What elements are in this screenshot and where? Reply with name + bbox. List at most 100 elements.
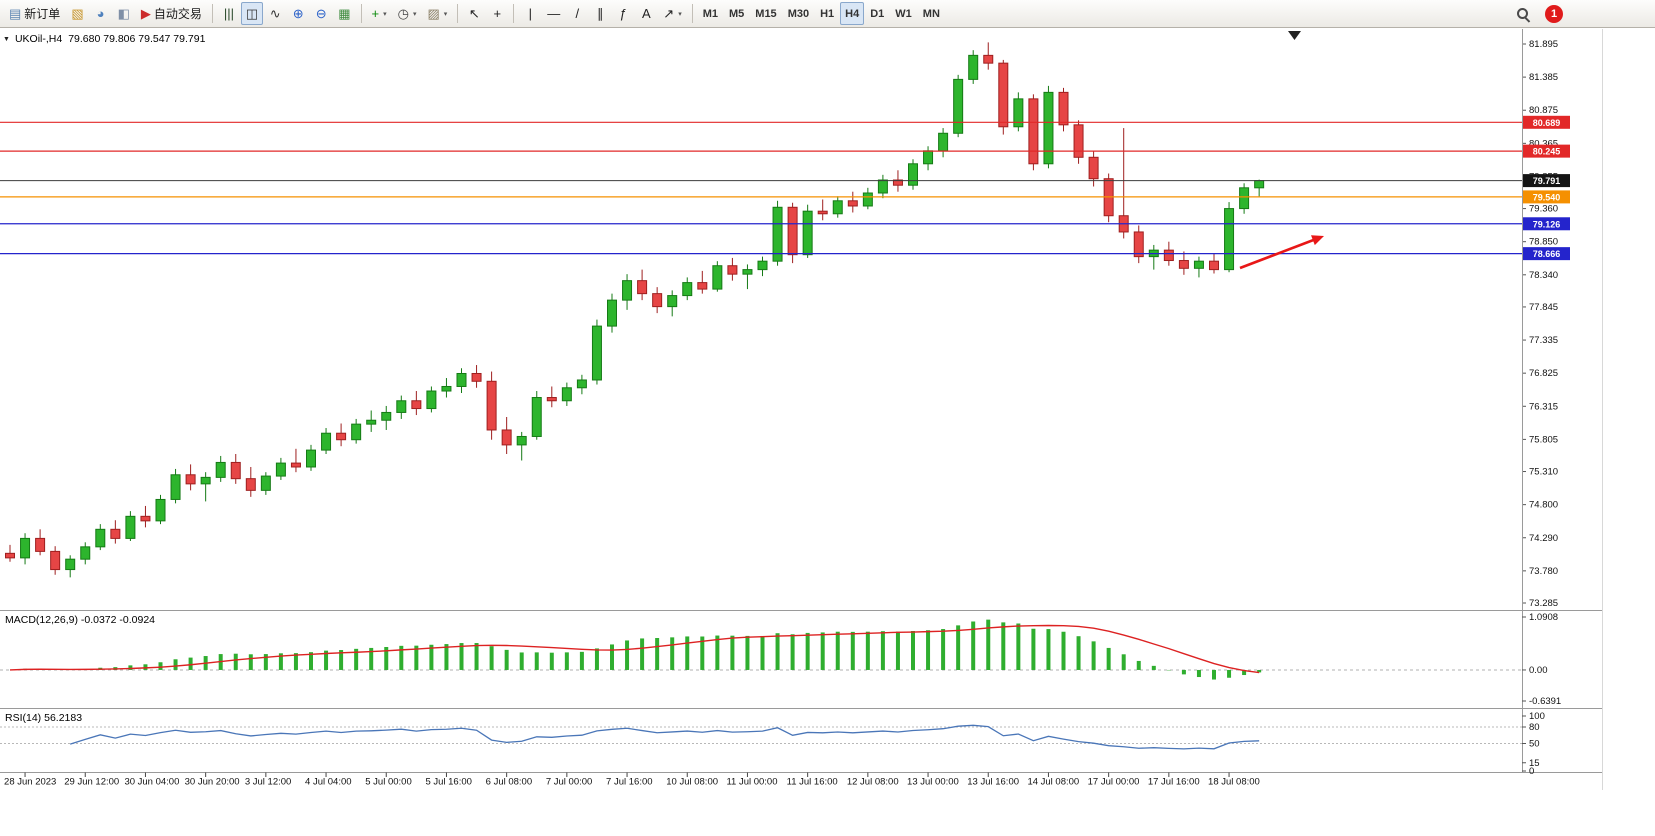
tile-windows-button[interactable]: ▦ — [333, 2, 355, 25]
time-label: 30 Jun 04:00 — [124, 777, 179, 788]
notifications-badge[interactable]: 1 — [1545, 4, 1563, 23]
search-button[interactable] — [1511, 2, 1535, 25]
candle — [832, 196, 843, 218]
candle — [652, 287, 663, 314]
rsi-name-label: RSI(14) — [5, 712, 42, 724]
candle — [546, 386, 557, 408]
market-watch-button[interactable]: ◕ — [90, 2, 112, 25]
candle — [95, 524, 106, 551]
toolbar-separator — [360, 4, 362, 23]
rsi-panel — [0, 724, 1522, 750]
price-label: 78.666 — [1523, 247, 1570, 261]
candle — [1058, 87, 1069, 132]
toolbar-separator — [691, 4, 693, 23]
time-label: 11 Jul 16:00 — [787, 777, 838, 788]
periods-button[interactable]: ◷ ▾ — [393, 2, 422, 25]
tf-h4-button[interactable]: H4 — [840, 2, 865, 25]
svg-text:79.791: 79.791 — [1533, 176, 1561, 186]
macd-values-label: -0.0372 -0.0924 — [80, 614, 156, 626]
market-watch-icon: ◕ — [96, 6, 105, 21]
price-tick-label: 80.875 — [1529, 105, 1558, 116]
bar-chart-button[interactable]: ||| — [218, 2, 240, 25]
zoom-out-button[interactable]: ⊖ — [310, 2, 332, 25]
macd-scale-label: 0.00 — [1529, 665, 1548, 676]
bar-chart-icon: ||| — [223, 6, 234, 21]
candle — [757, 256, 768, 277]
trendline-button[interactable]: / — [566, 2, 588, 25]
channel-button[interactable]: ∥ — [589, 2, 611, 25]
candle — [20, 533, 31, 565]
tf-d1-button[interactable]: D1 — [865, 2, 889, 25]
line-chart-button[interactable]: ∿ — [264, 2, 286, 25]
tf-mn-button[interactable]: MN — [918, 2, 945, 25]
tf-h1-button-label: H1 — [820, 7, 835, 20]
auto-trading-button[interactable]: ▶ 自动交易 — [136, 2, 207, 25]
candle — [953, 74, 964, 138]
candle — [260, 472, 271, 495]
toolbar-separator — [513, 4, 515, 23]
horizontal-line-button[interactable]: — — [542, 2, 565, 25]
tf-m5-button-label: M5 — [729, 7, 745, 20]
toolbar-separator — [211, 4, 213, 23]
dropdown-arrow-icon: ▾ — [412, 10, 417, 18]
new-chart-button[interactable]: ▧ — [66, 2, 88, 25]
vertical-line-icon: | — [528, 6, 532, 21]
templates-button[interactable]: ▨ ▾ — [422, 2, 452, 25]
candle — [65, 555, 76, 578]
rsi-scale-label: 0 — [1529, 766, 1534, 777]
candle — [456, 368, 467, 393]
tf-w1-button[interactable]: W1 — [890, 2, 917, 25]
zoom-in-icon: ⊕ — [292, 6, 304, 21]
crosshair-button[interactable]: + — [486, 2, 508, 25]
macd-label: MACD(12,26,9) -0.0372 -0.0924 — [5, 614, 155, 626]
tf-m30-button[interactable]: M30 — [783, 2, 814, 25]
text-button[interactable]: A — [635, 2, 657, 25]
rsi-scale-label: 100 — [1529, 711, 1545, 722]
price-chart[interactable]: 81.89581.38580.87580.36579.85579.36078.8… — [0, 28, 1655, 836]
tf-h1-button[interactable]: H1 — [815, 2, 839, 25]
new-order-button[interactable]: ▤ 新订单 — [4, 2, 65, 25]
one-click-trading-icon[interactable]: ▼ — [3, 36, 10, 43]
vertical-line-button[interactable]: | — [519, 2, 541, 25]
price-label: 79.126 — [1523, 217, 1570, 231]
candle — [727, 257, 738, 281]
toolbar-right-group: 1 — [1511, 2, 1563, 25]
chart-title: ▼ UKOil-,H4 79.680 79.806 79.547 79.791 — [3, 33, 205, 45]
price-tick-label: 77.845 — [1529, 302, 1558, 313]
time-label: 10 Jul 08:00 — [666, 777, 718, 788]
price-tick-label: 78.340 — [1529, 270, 1558, 281]
fibonacci-button[interactable]: ƒ — [612, 2, 634, 25]
macd-scale-label: 1.0908 — [1529, 612, 1558, 623]
zoom-in-button[interactable]: ⊕ — [287, 2, 309, 25]
candle — [697, 270, 708, 294]
auto-trading-button-label: 自动交易 — [153, 7, 202, 21]
tf-mn-button-label: MN — [922, 7, 940, 20]
candle — [1073, 120, 1084, 164]
candle — [1239, 183, 1250, 214]
cursor-button[interactable]: ↖ — [463, 2, 485, 25]
indicators-button[interactable]: + ▾ — [367, 2, 392, 25]
candle — [622, 274, 633, 310]
price-tick-label: 73.285 — [1529, 598, 1558, 609]
arrow-annotation[interactable] — [1239, 235, 1324, 270]
candle — [336, 423, 347, 447]
candle — [908, 159, 918, 190]
tf-m15-button[interactable]: M15 — [750, 2, 781, 25]
price-tick-label: 78.850 — [1529, 237, 1558, 248]
candlestick-chart-button[interactable]: ◫ — [240, 2, 264, 25]
navigator-button[interactable]: ◧ — [113, 2, 135, 25]
chart-shift-marker-icon[interactable] — [1288, 31, 1301, 40]
svg-text:80.689: 80.689 — [1533, 118, 1561, 128]
tf-d1-button-label: D1 — [870, 7, 885, 20]
candle — [772, 200, 783, 266]
price-tick-label: 75.805 — [1529, 434, 1558, 445]
cursor-icon: ↖ — [468, 6, 480, 21]
candle — [1028, 94, 1039, 171]
tf-m15-button-label: M15 — [755, 7, 777, 20]
price-label: 80.689 — [1523, 115, 1570, 129]
time-axis[interactable]: 28 Jun 2023 29 Jun 12:00 30 Jun 04:00 30 Ju… — [4, 772, 1260, 788]
tf-m5-button[interactable]: M5 — [724, 2, 749, 25]
tf-m1-button[interactable]: M1 — [698, 2, 723, 25]
arrows-button[interactable]: ↗ ▾ — [658, 2, 686, 25]
line-chart-icon: ∿ — [269, 6, 281, 21]
